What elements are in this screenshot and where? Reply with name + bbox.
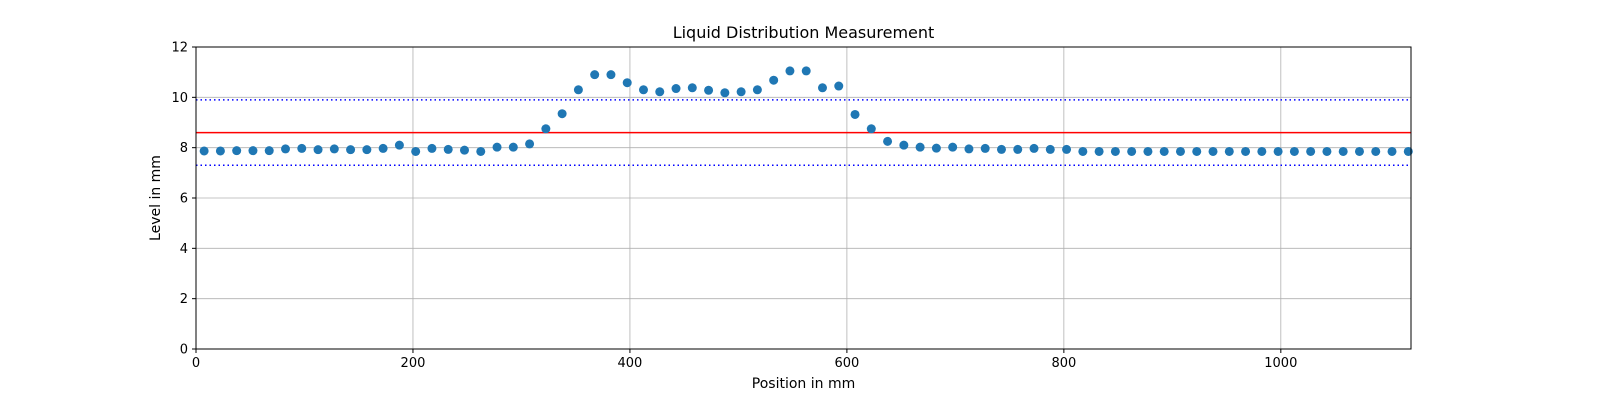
data-points [199, 66, 1413, 156]
data-point [1224, 146, 1234, 156]
y-tick-label: 6 [180, 192, 188, 207]
data-point [1029, 143, 1039, 153]
data-point [459, 145, 469, 155]
data-point [834, 81, 844, 91]
x-axis-ticks: 0 200 400 600 800 1000 [192, 349, 1297, 371]
data-point [1338, 146, 1348, 156]
y-tick-label: 12 [171, 41, 188, 56]
data-point [1322, 146, 1332, 156]
data-point [232, 146, 242, 156]
data-point [850, 109, 860, 119]
data-point [671, 84, 681, 94]
data-point [297, 143, 307, 153]
y-tick-label: 2 [180, 292, 188, 307]
data-point [525, 139, 535, 149]
data-point [590, 70, 600, 80]
data-point [1013, 144, 1023, 154]
y-axis-ticks: 0 2 4 6 8 10 12 [171, 41, 196, 358]
data-point [248, 146, 258, 156]
data-point [1078, 146, 1088, 156]
data-point [801, 66, 811, 76]
data-point [1257, 146, 1267, 156]
data-point [264, 146, 274, 156]
data-point [1306, 146, 1316, 156]
data-point [752, 85, 762, 95]
data-point [1175, 146, 1185, 156]
x-axis-label: Position in mm [752, 376, 855, 392]
data-point [1273, 146, 1283, 156]
data-point [1062, 144, 1072, 154]
data-point [557, 109, 567, 119]
data-point [622, 78, 632, 88]
x-tick-label: 600 [834, 356, 859, 371]
data-point [411, 146, 421, 156]
data-point [427, 143, 437, 153]
y-tick-label: 10 [171, 91, 188, 106]
data-point [199, 146, 209, 156]
data-point [1192, 146, 1202, 156]
data-point [1289, 146, 1299, 156]
data-point [1208, 146, 1218, 156]
data-point [443, 144, 453, 154]
data-point [1241, 146, 1251, 156]
data-point [508, 142, 518, 152]
data-point [1127, 146, 1137, 156]
data-point [1094, 146, 1104, 156]
data-point [476, 146, 486, 156]
data-point [280, 144, 290, 154]
data-point [817, 83, 827, 93]
data-point [1354, 146, 1364, 156]
x-tick-label: 400 [618, 356, 643, 371]
x-tick-label: 800 [1051, 356, 1076, 371]
grid [195, 46, 1411, 350]
data-point [899, 140, 909, 150]
data-point [1143, 146, 1153, 156]
data-point [720, 88, 730, 98]
y-tick-label: 8 [180, 141, 188, 156]
data-point [785, 66, 795, 76]
data-point [1045, 144, 1055, 154]
data-point [492, 142, 502, 152]
data-point [1387, 146, 1397, 156]
data-point [329, 144, 339, 154]
data-point [655, 87, 665, 97]
data-point [704, 85, 714, 95]
y-tick-label: 0 [180, 343, 188, 358]
x-tick-label: 0 [192, 356, 200, 371]
data-point [980, 143, 990, 153]
data-point [883, 136, 893, 146]
data-point [573, 85, 583, 95]
data-point [964, 144, 974, 154]
data-point [931, 143, 941, 153]
y-tick-label: 4 [180, 242, 188, 257]
reference-lines [196, 99, 1411, 167]
data-point [736, 87, 746, 97]
data-point [313, 145, 323, 155]
data-point [394, 140, 404, 150]
data-point [1159, 146, 1169, 156]
data-point [378, 143, 388, 153]
data-point [1371, 146, 1381, 156]
data-point [948, 142, 958, 152]
data-point [915, 142, 925, 152]
data-point [346, 145, 356, 155]
chart-title: Liquid Distribution Measurement [673, 23, 935, 42]
data-point [687, 83, 697, 93]
data-point [215, 146, 225, 156]
y-axis-label: Level in mm [148, 155, 164, 241]
data-point [362, 145, 372, 155]
data-point [541, 124, 551, 134]
data-point [996, 144, 1006, 154]
data-point [1110, 146, 1120, 156]
data-point [606, 70, 616, 80]
x-tick-label: 1000 [1264, 356, 1297, 371]
data-point [638, 85, 648, 95]
x-tick-label: 200 [401, 356, 426, 371]
data-point [769, 75, 779, 85]
data-point [866, 124, 876, 134]
